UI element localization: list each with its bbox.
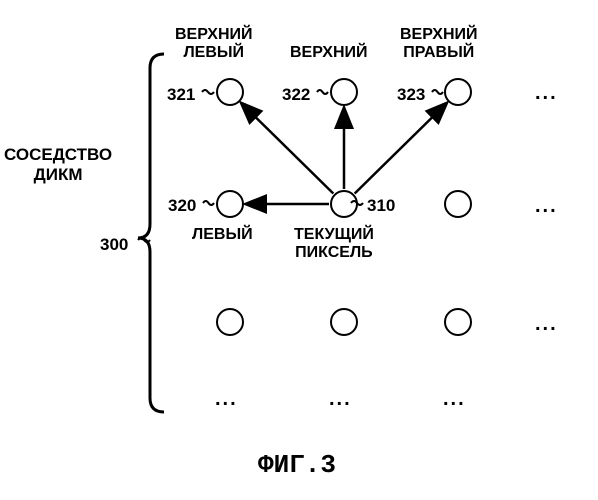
dots-row2: ... [535,195,558,218]
label-left: ЛЕВЫЙ [192,226,253,244]
node-upper-left [216,78,244,106]
node-bottom-3 [444,308,472,336]
node-bottom-2 [330,308,358,336]
header-upper-right: ВЕРХНИЙ ПРАВЫЙ [400,26,478,61]
dots-row3: ... [535,313,558,336]
header-upper-left: ВЕРХНИЙ ЛЕВЫЙ [175,26,253,61]
label-current: ТЕКУЩИЙ ПИКСЕЛЬ [294,226,374,261]
header-upper: ВЕРХНИЙ [290,44,368,62]
node-right [444,190,472,218]
dots-row1: ... [535,82,558,105]
num-323: 323 [397,85,425,105]
diagram-root: СОСЕДСТВО ДИКМ 300 ВЕРХНИЙ ЛЕВЫЙ ВЕРХНИЙ… [0,0,598,500]
group-number-300: 300 [100,235,128,255]
num-321: 321 [167,85,195,105]
node-bottom-1 [216,308,244,336]
node-upper [330,78,358,106]
node-current [330,190,358,218]
node-left [216,190,244,218]
dots-col1: ... [215,388,238,411]
node-upper-right [444,78,472,106]
dots-col2: ... [329,388,352,411]
side-label: СОСЕДСТВО ДИКМ [4,145,112,184]
num-320: 320 [168,196,196,216]
num-310: 310 [367,196,395,216]
dots-col3: ... [443,388,466,411]
num-322: 322 [282,85,310,105]
figure-caption: ФИГ.3 [258,450,336,480]
